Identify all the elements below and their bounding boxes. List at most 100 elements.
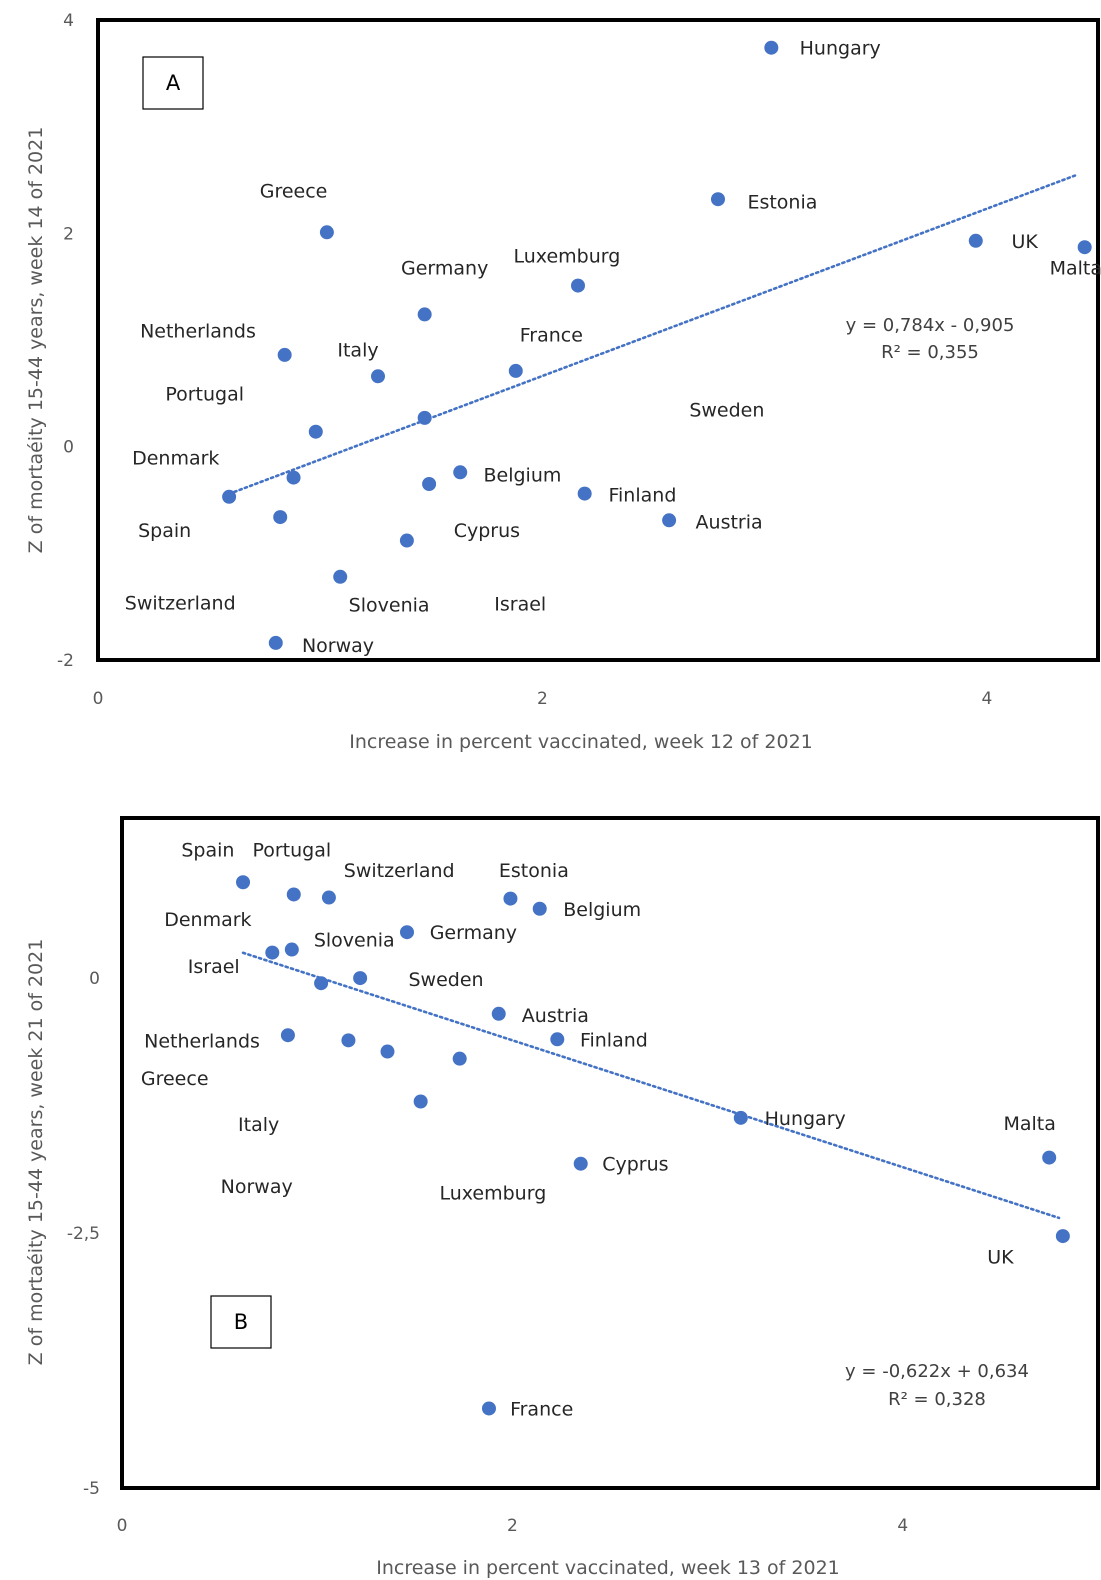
panel-a-point-label: Norway <box>302 635 374 657</box>
panel-b-point-label: Hungary <box>765 1108 846 1130</box>
panel-b-point-label: Norway <box>221 1176 293 1198</box>
panel-b-equation: y = -0,622x + 0,634 <box>845 1361 1029 1382</box>
panel-a-x-tick-label: 2 <box>537 689 548 709</box>
panel-b-point-label: Sweden <box>408 969 483 991</box>
panel-b-data-point <box>1055 1229 1070 1244</box>
panel-b-point-label: UK <box>987 1247 1014 1269</box>
panel-b-data-point <box>236 875 251 890</box>
panel-b-point-label: Greece <box>141 1068 209 1090</box>
panel-a-y-tick-label: -2 <box>57 651 74 671</box>
panel-b-data-point <box>380 1044 395 1059</box>
panel-a-point-label: Denmark <box>132 447 219 469</box>
panel-b-point-label: Belgium <box>563 899 641 921</box>
panel-a-letter: A <box>166 71 181 95</box>
panel-a-data-point <box>968 233 983 248</box>
panel-b-data-point <box>481 1401 496 1416</box>
panel-b-point-label: Malta <box>1003 1113 1055 1135</box>
panel-b-point-label: Israel <box>188 956 240 978</box>
panel-b-point-label: Switzerland <box>344 860 455 882</box>
panel-a-data-point <box>417 410 432 425</box>
panel-a-point-label: Netherlands <box>140 320 256 342</box>
panel-a-y-tick-label: 4 <box>63 11 74 31</box>
panel-a-point-label: Luxemburg <box>513 246 620 268</box>
panel-b-point-label: Denmark <box>164 909 251 931</box>
panel-a-data-point <box>764 40 779 55</box>
panel-a-data-point <box>453 465 468 480</box>
panel-b-y-tick-label: 0 <box>89 969 100 989</box>
panel-b-data-point <box>573 1156 588 1171</box>
panel-a-data-point <box>1077 240 1092 255</box>
panel-a-point-label: Greece <box>260 181 328 203</box>
panel-a-point-label: Hungary <box>800 38 881 60</box>
panel-a-point-label: Cyprus <box>454 520 520 542</box>
panel-a-data-point <box>422 477 437 491</box>
panel-a-data-point <box>371 369 385 384</box>
panel-a-point-label: UK <box>1011 231 1038 253</box>
panel-b-point-label: France <box>510 1398 573 1420</box>
panel-a-x-tick-label: 0 <box>93 689 104 709</box>
plot-layer: 0 2 4 -2 0 2 4 Hungary Estonia Greece UK Malta Luxem… <box>57 11 1101 1536</box>
panel-a-data-point <box>571 278 585 293</box>
panel-a-point-label: Israel <box>494 593 546 615</box>
panel-b-data-point <box>286 887 301 902</box>
panel-b-y-axis-title: Z of mortaéity 15-44 years, week 21 of 2… <box>25 939 47 1366</box>
panel-a-point-label: Austria <box>696 511 763 533</box>
panel-a-data-point <box>417 307 432 322</box>
panel-a-equation: y = 0,784x - 0,905 <box>846 315 1015 336</box>
panel-a-point-label: France <box>520 325 583 347</box>
panel-a-point-label: Portugal <box>165 383 244 405</box>
panel-b-letter: B <box>234 1310 248 1334</box>
panel-a-point-label: Estonia <box>747 191 817 213</box>
panel-a-trendline <box>227 173 1078 496</box>
panel-b-data-point <box>550 1032 565 1047</box>
panel-b-letter-box <box>210 1295 272 1349</box>
panel-b-data-point <box>532 901 547 916</box>
panel-b-data-point <box>284 942 299 957</box>
panel-a-data-point <box>508 363 523 378</box>
panel-a-data-point <box>308 424 323 439</box>
panel-a-data-point <box>222 489 237 504</box>
panel-b-point-label: Netherlands <box>144 1030 260 1052</box>
panel-a-point-label: Sweden <box>689 399 764 421</box>
panel-b-data-point <box>280 1028 295 1043</box>
panel-b-y-tick-label: -5 <box>83 1479 100 1499</box>
panel-a-point-label: Italy <box>337 340 378 362</box>
panel-a-data-point <box>399 533 414 548</box>
panel-b-data-point <box>321 890 336 905</box>
panel-a-data-point <box>268 635 283 650</box>
panel-b-point-label: Finland <box>580 1029 648 1051</box>
panel-b-data-point <box>399 925 414 940</box>
panel-b-x-tick-label: 0 <box>117 1516 128 1536</box>
panel-b-data-point <box>733 1110 748 1125</box>
panel-a-data-point <box>662 513 677 528</box>
panel-a-data-point <box>277 347 292 362</box>
panel-b-x-tick-label: 4 <box>897 1516 908 1536</box>
panel-a-data-point <box>333 569 348 584</box>
panel-a-point-label: Switzerland <box>125 592 236 614</box>
panel-a-data-point <box>711 192 725 207</box>
panel-a-letter-box <box>142 56 204 110</box>
panel-a-y-tick-label: 0 <box>63 438 74 458</box>
panel-a-point-label: Belgium <box>483 464 561 486</box>
panel-b-data-point <box>452 1051 467 1066</box>
panel-b-y-tick-label: -2,5 <box>67 1224 100 1244</box>
panel-a-data-point <box>319 225 334 240</box>
panel-b-data-point <box>265 945 280 960</box>
panel-b-x-tick-label: 2 <box>507 1516 518 1536</box>
panel-a-data-point <box>273 510 288 525</box>
panel-b-data-point <box>314 976 329 991</box>
panel-a-data-point <box>286 470 301 485</box>
panel-b-point-label: Italy <box>238 1114 279 1136</box>
panel-b-data-point <box>503 891 518 906</box>
panel-a-x-axis-title: Increase in percent vaccinated, week 12 … <box>349 731 813 753</box>
panel-b-data-point <box>353 971 368 986</box>
panel-b-point-label: Luxemburg <box>439 1182 546 1204</box>
panel-a-y-axis-title: Z of mortaéity 15-44 years, week 14 of 2… <box>25 127 47 554</box>
panel-b-x-axis-title: Increase in percent vaccinated, week 13 … <box>376 1557 840 1579</box>
panel-b-point-label: Cyprus <box>602 1154 668 1176</box>
panel-b-point-label: Germany <box>430 922 517 944</box>
panel-b-data-point <box>491 1006 506 1021</box>
panel-b-data-point <box>1042 1150 1057 1165</box>
panel-a-data-point <box>577 486 592 501</box>
